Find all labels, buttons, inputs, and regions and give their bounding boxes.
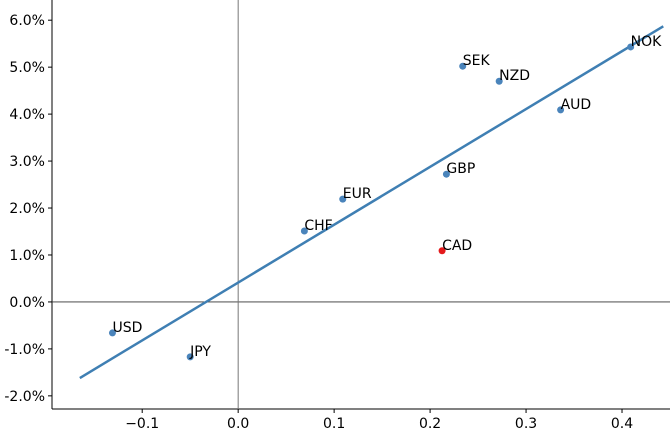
point-label: SEK — [463, 53, 491, 69]
point-label: USD — [112, 320, 142, 336]
y-tick-label: -1.0% — [4, 342, 45, 358]
y-tick-label: 5.0% — [9, 60, 45, 76]
y-tick-label: 6.0% — [9, 13, 45, 29]
point — [108, 329, 116, 337]
point-label: NOK — [631, 34, 662, 50]
point — [495, 77, 503, 85]
point — [459, 62, 467, 70]
point — [438, 247, 446, 255]
x-tick-label: 0.4 — [611, 416, 633, 432]
point — [339, 195, 347, 203]
point-label: CHF — [304, 218, 332, 234]
x-tick-label: 0.2 — [419, 416, 441, 432]
point-label: JPY — [189, 344, 211, 360]
point-label: CAD — [442, 238, 472, 254]
y-tick-label: 3.0% — [9, 154, 45, 170]
point-label: NZD — [499, 68, 530, 84]
point — [300, 227, 308, 235]
fit-line — [79, 25, 664, 380]
y-tick-label: 2.0% — [9, 201, 45, 217]
x-tick-label: 0.3 — [515, 416, 537, 432]
point — [442, 170, 450, 178]
y-tick-label: 0.0% — [9, 295, 45, 311]
y-tick-label: 4.0% — [9, 107, 45, 123]
x-tick-label: 0.0 — [227, 416, 249, 432]
x-tick-label: 0.1 — [323, 416, 345, 432]
x-tick-label: −0.1 — [125, 416, 159, 432]
y-tick-label: -2.0% — [4, 389, 45, 405]
y-tick-label: 1.0% — [9, 248, 45, 264]
point-label: GBP — [446, 161, 475, 177]
point — [186, 353, 194, 361]
point — [557, 106, 565, 114]
point-label: EUR — [343, 186, 372, 202]
point-label: AUD — [561, 97, 592, 113]
point — [627, 43, 635, 51]
